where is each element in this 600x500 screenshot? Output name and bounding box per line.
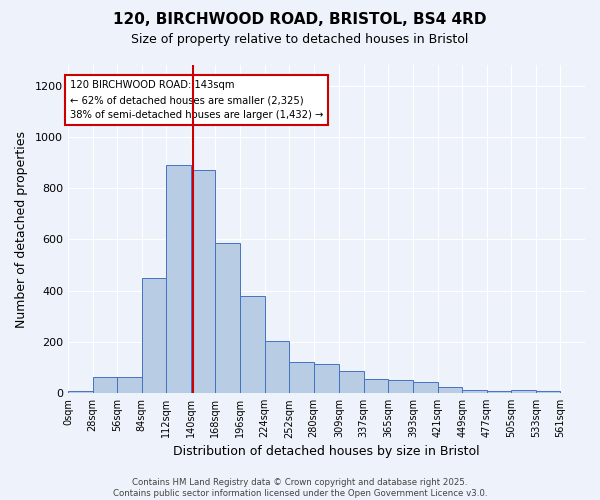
Bar [560, 392, 585, 393]
Bar [511, 390, 536, 393]
Bar [314, 364, 339, 393]
Bar [437, 387, 462, 393]
Bar [68, 391, 92, 393]
Bar [142, 278, 166, 393]
Bar [413, 382, 437, 393]
Bar [487, 391, 511, 393]
Bar [388, 380, 413, 393]
Bar [117, 376, 142, 393]
Text: 120 BIRCHWOOD ROAD: 143sqm
← 62% of detached houses are smaller (2,325)
38% of s: 120 BIRCHWOOD ROAD: 143sqm ← 62% of deta… [70, 80, 323, 120]
Bar [265, 340, 289, 393]
Bar [240, 296, 265, 393]
Text: Contains HM Land Registry data © Crown copyright and database right 2025.
Contai: Contains HM Land Registry data © Crown c… [113, 478, 487, 498]
X-axis label: Distribution of detached houses by size in Bristol: Distribution of detached houses by size … [173, 444, 480, 458]
Text: 120, BIRCHWOOD ROAD, BRISTOL, BS4 4RD: 120, BIRCHWOOD ROAD, BRISTOL, BS4 4RD [113, 12, 487, 28]
Bar [92, 376, 117, 393]
Y-axis label: Number of detached properties: Number of detached properties [15, 130, 28, 328]
Bar [364, 379, 388, 393]
Bar [215, 243, 240, 393]
Bar [536, 390, 560, 393]
Bar [289, 362, 314, 393]
Bar [191, 170, 215, 393]
Text: Size of property relative to detached houses in Bristol: Size of property relative to detached ho… [131, 32, 469, 46]
Bar [462, 390, 487, 393]
Bar [339, 370, 364, 393]
Bar [166, 165, 191, 393]
